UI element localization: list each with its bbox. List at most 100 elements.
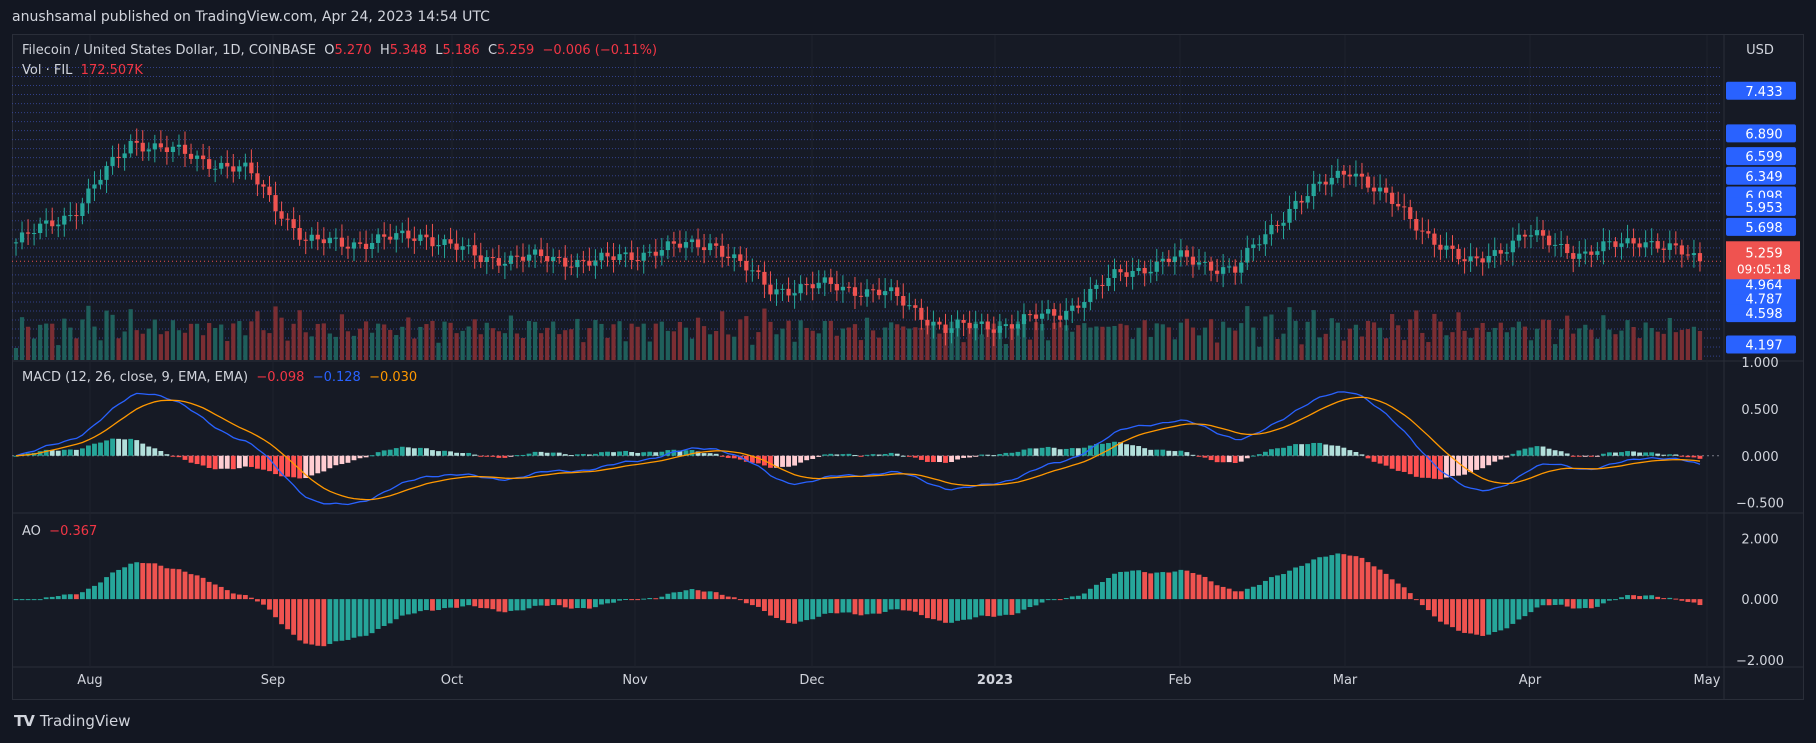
volume-bar bbox=[490, 328, 495, 360]
tradingview-logo[interactable]: TV TradingView bbox=[14, 712, 130, 730]
ao-tick-label: 0.000 bbox=[1741, 593, 1778, 608]
candle-body bbox=[1516, 234, 1522, 241]
candle-body bbox=[895, 287, 900, 297]
candle-body bbox=[901, 296, 906, 306]
volume-legend: Vol · FIL 172.507K bbox=[22, 63, 143, 78]
candle-body bbox=[19, 232, 25, 243]
candle-body bbox=[1221, 267, 1226, 274]
candle-body bbox=[490, 257, 495, 259]
candle-body bbox=[1257, 244, 1262, 246]
volume-bar bbox=[689, 338, 695, 360]
macd-histogram-bar bbox=[671, 449, 677, 456]
volume-bar bbox=[194, 323, 200, 360]
candle-body bbox=[213, 168, 218, 170]
volume-bar bbox=[1233, 330, 1238, 360]
ao-bar bbox=[816, 599, 822, 617]
ao-label[interactable]: AO bbox=[22, 524, 41, 539]
low-label: L bbox=[435, 43, 443, 58]
ao-bar bbox=[1613, 599, 1618, 601]
macd-histogram-bar bbox=[67, 449, 73, 456]
macd-histogram-bar bbox=[1377, 455, 1383, 464]
macd-histogram-bar bbox=[955, 455, 960, 460]
symbol-title[interactable]: Filecoin / United States Dollar, 1D, COI… bbox=[22, 43, 316, 58]
macd-histogram-bar bbox=[912, 455, 918, 458]
volume-bar bbox=[1559, 329, 1564, 360]
ao-bar bbox=[599, 599, 604, 605]
volume-bar bbox=[327, 333, 332, 360]
macd-histogram-bar bbox=[931, 455, 936, 463]
ao-bar bbox=[1172, 571, 1178, 600]
macd-histogram-bar bbox=[194, 455, 200, 465]
volume-bar bbox=[545, 327, 550, 360]
candle-body bbox=[345, 246, 351, 249]
ao-bar bbox=[1009, 599, 1015, 615]
volume-bar bbox=[436, 342, 441, 360]
ao-bar bbox=[1510, 599, 1516, 624]
macd-histogram-bar bbox=[1256, 454, 1262, 456]
candle-body bbox=[315, 234, 320, 240]
volume-bar bbox=[261, 330, 266, 360]
candle-body bbox=[563, 257, 568, 267]
macd-histogram-bar bbox=[1136, 446, 1142, 456]
candle-body bbox=[1426, 231, 1431, 234]
macd-histogram-bar bbox=[924, 455, 930, 462]
volume-bar bbox=[116, 338, 121, 360]
ao-bar bbox=[979, 599, 985, 616]
candle-body bbox=[1281, 222, 1286, 226]
candle-body bbox=[1510, 240, 1515, 253]
candle-body bbox=[207, 159, 212, 169]
candle-body bbox=[1239, 262, 1244, 273]
chart-frame[interactable] bbox=[12, 34, 1804, 700]
candle-body bbox=[1033, 314, 1039, 319]
candle-body bbox=[62, 215, 67, 225]
macd-histogram-bar bbox=[659, 451, 665, 456]
ao-bar bbox=[1287, 570, 1292, 600]
currency-label: USD bbox=[1746, 43, 1774, 58]
candle-body bbox=[1148, 271, 1153, 274]
volume-bar bbox=[1293, 320, 1298, 360]
ao-bar bbox=[1389, 579, 1395, 600]
candle-body bbox=[1480, 258, 1485, 263]
candle-body bbox=[466, 245, 471, 247]
ao-bar bbox=[1063, 598, 1069, 600]
macd-histogram-bar bbox=[635, 452, 641, 456]
volume-bar bbox=[1571, 333, 1576, 360]
volume-bar bbox=[1371, 322, 1377, 360]
volume-bar bbox=[243, 335, 248, 360]
x-tick-label: May bbox=[1694, 673, 1721, 688]
candle-body bbox=[1003, 324, 1008, 327]
macd-label[interactable]: MACD (12, 26, close, 9, EMA, EMA) bbox=[22, 370, 249, 385]
candle-body bbox=[641, 252, 646, 261]
candle-body bbox=[1293, 200, 1298, 209]
ao-bar bbox=[146, 563, 152, 600]
volume-bar bbox=[1613, 334, 1618, 360]
candle-body bbox=[219, 162, 224, 169]
macd-histogram-bar bbox=[116, 438, 122, 456]
macd-histogram-bar bbox=[200, 455, 206, 466]
volume-bar bbox=[907, 328, 912, 360]
ao-bar bbox=[1057, 599, 1063, 601]
volume-bar bbox=[1058, 322, 1063, 360]
macd-histogram-bar bbox=[1262, 451, 1268, 456]
volume-bar bbox=[363, 321, 369, 360]
macd-histogram-bar bbox=[1468, 455, 1474, 473]
macd-histogram-bar bbox=[327, 455, 333, 469]
ao-bar bbox=[1444, 599, 1449, 625]
ao-bar bbox=[267, 599, 272, 610]
volume-bar bbox=[1685, 329, 1691, 360]
macd-histogram-bar bbox=[1269, 449, 1274, 456]
macd-histogram-bar bbox=[1661, 454, 1667, 456]
volume-label[interactable]: Vol · FIL bbox=[22, 63, 73, 78]
volume-bar bbox=[1118, 323, 1123, 360]
candle-body bbox=[943, 324, 948, 333]
candle-body bbox=[1559, 243, 1564, 245]
price-level-box bbox=[1726, 147, 1796, 166]
volume-bar bbox=[207, 323, 212, 360]
candle-body bbox=[1015, 324, 1021, 329]
volume-bar bbox=[110, 314, 115, 360]
macd-histogram-bar bbox=[164, 454, 170, 456]
macd-histogram-bar bbox=[230, 455, 236, 470]
ao-bar bbox=[424, 599, 429, 611]
ao-bar bbox=[1450, 599, 1455, 628]
